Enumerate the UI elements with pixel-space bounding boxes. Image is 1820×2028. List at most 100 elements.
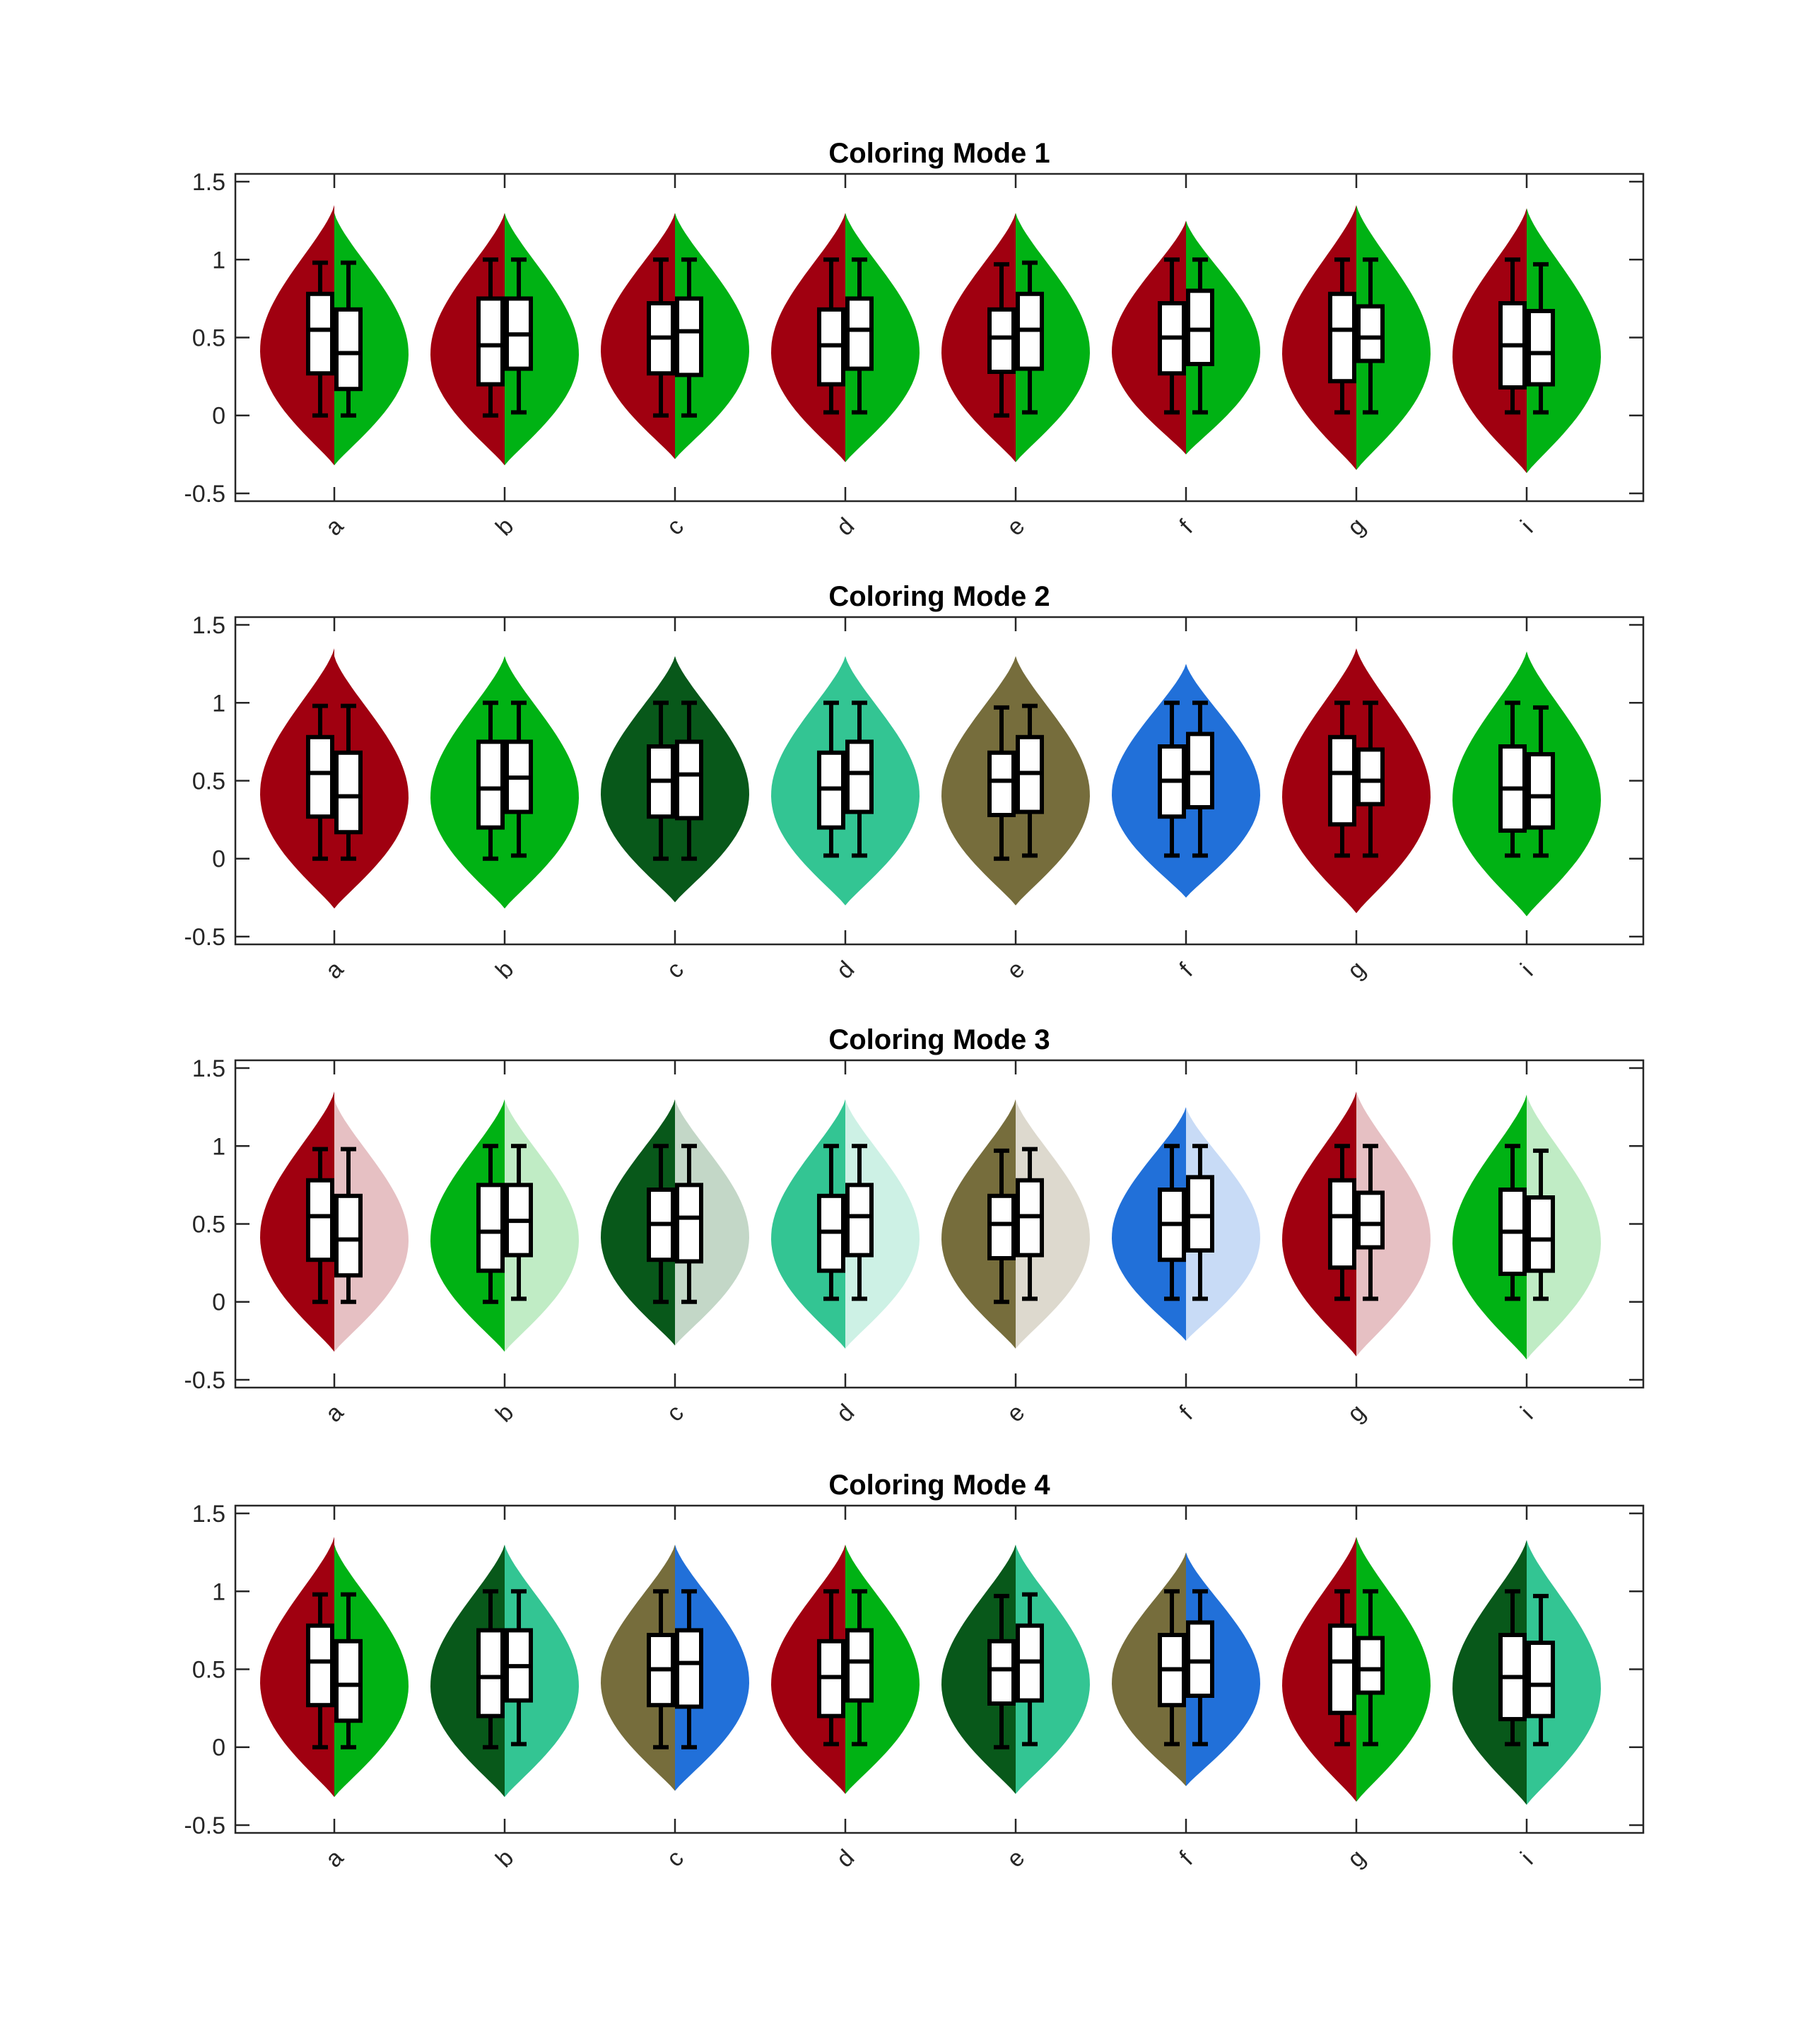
violin-left-half [1112, 664, 1186, 898]
box [1328, 1178, 1356, 1270]
violin-c: c [601, 617, 749, 984]
violin-c: c [601, 1506, 749, 1872]
violin-d: d [771, 1506, 920, 1872]
box [476, 296, 505, 387]
violin-c: c [601, 1060, 749, 1427]
violin-left-half [941, 656, 1016, 905]
violin-right-half [1016, 656, 1090, 905]
violin-a: a [260, 1060, 409, 1427]
violin-d: d [771, 617, 920, 984]
box [987, 1193, 1016, 1261]
violin-left-half [601, 656, 675, 903]
violin-right-half [1016, 213, 1090, 462]
violin-a: a [260, 174, 409, 541]
y-tick-label: -0.5 [184, 1367, 225, 1394]
violin-right-half [334, 1099, 409, 1352]
violin-b: b [430, 617, 579, 984]
violin-left-half [1452, 651, 1527, 917]
violin-e: e [941, 617, 1090, 984]
violin-a: a [260, 1506, 409, 1872]
y-tick-label: 0.5 [192, 325, 225, 352]
box [675, 296, 703, 377]
violin-right-half [505, 213, 579, 466]
violin-right-half [845, 656, 920, 905]
violin-left-half [1282, 648, 1356, 913]
chart-title: Coloring Mode 2 [828, 581, 1050, 612]
violin-right-half [675, 1545, 749, 1791]
box [1527, 1195, 1555, 1273]
y-tick-label: 0 [212, 846, 225, 873]
box [1356, 1636, 1385, 1695]
violin-g: g [1282, 1506, 1431, 1872]
violin-i: i [1452, 1060, 1601, 1424]
y-tick-label: 1.5 [192, 1055, 225, 1082]
violin-right-half [845, 213, 920, 462]
y-tick-label: 0 [212, 1735, 225, 1762]
violin-left-half [771, 1099, 845, 1349]
violin-right-half [334, 656, 409, 909]
violin-g: g [1282, 1060, 1431, 1427]
box [1186, 1620, 1214, 1698]
y-tick-label: 1 [212, 1133, 225, 1160]
violin-right-half [1527, 651, 1601, 917]
violin-e: e [941, 1506, 1090, 1872]
violin-right-half [1356, 648, 1431, 913]
y-tick-label: -0.5 [184, 1812, 225, 1839]
box [476, 1183, 505, 1273]
box [987, 1639, 1016, 1706]
violin-left-half [1112, 221, 1186, 455]
y-tick-label: 1.5 [192, 169, 225, 196]
violin-d: d [771, 174, 920, 541]
violin-left-half [771, 213, 845, 462]
y-tick-label: 1 [212, 1578, 225, 1605]
box [476, 1628, 505, 1718]
box [334, 750, 363, 835]
y-tick-label: 1.5 [192, 1501, 225, 1528]
chart-title: Coloring Mode 1 [828, 138, 1050, 169]
violin-left-half [260, 648, 334, 909]
y-tick-label: 1.5 [192, 612, 225, 639]
violin-left-half [1282, 1537, 1356, 1802]
violin-left-half [1112, 1552, 1186, 1786]
box [845, 1183, 874, 1258]
box [845, 739, 874, 814]
violin-i: i [1452, 1506, 1601, 1870]
violin-d: d [771, 1060, 920, 1427]
violin-left-half [601, 1099, 675, 1346]
violin-e: e [941, 174, 1090, 541]
violin-right-half [1527, 1094, 1601, 1360]
violin-right-half [1527, 1540, 1601, 1805]
violin-left-half [260, 1537, 334, 1798]
box [675, 1628, 703, 1709]
box [334, 1193, 363, 1278]
box [1186, 732, 1214, 809]
violin-left-half [260, 205, 334, 466]
y-tick-label: 0.5 [192, 1212, 225, 1238]
box [987, 750, 1016, 818]
violin-right-half [1356, 1091, 1431, 1356]
violin-left-half [430, 1545, 505, 1798]
violin-right-half [505, 1545, 579, 1798]
chart-title: Coloring Mode 3 [828, 1024, 1050, 1055]
violin-left-half [771, 1545, 845, 1794]
violin-right-half [1016, 1545, 1090, 1794]
violin-left-half [601, 213, 675, 459]
box [845, 296, 874, 371]
y-ticks: -0.5 0 0.5 1 1.5 [184, 612, 1643, 951]
box [1356, 747, 1385, 807]
box [1527, 309, 1555, 387]
y-tick-label: 0 [212, 1289, 225, 1316]
violin-left-half [1112, 1107, 1186, 1341]
box [306, 1623, 334, 1708]
violin-left-half [430, 213, 505, 466]
y-tick-label: 1 [212, 690, 225, 717]
violin-right-half [334, 213, 409, 466]
